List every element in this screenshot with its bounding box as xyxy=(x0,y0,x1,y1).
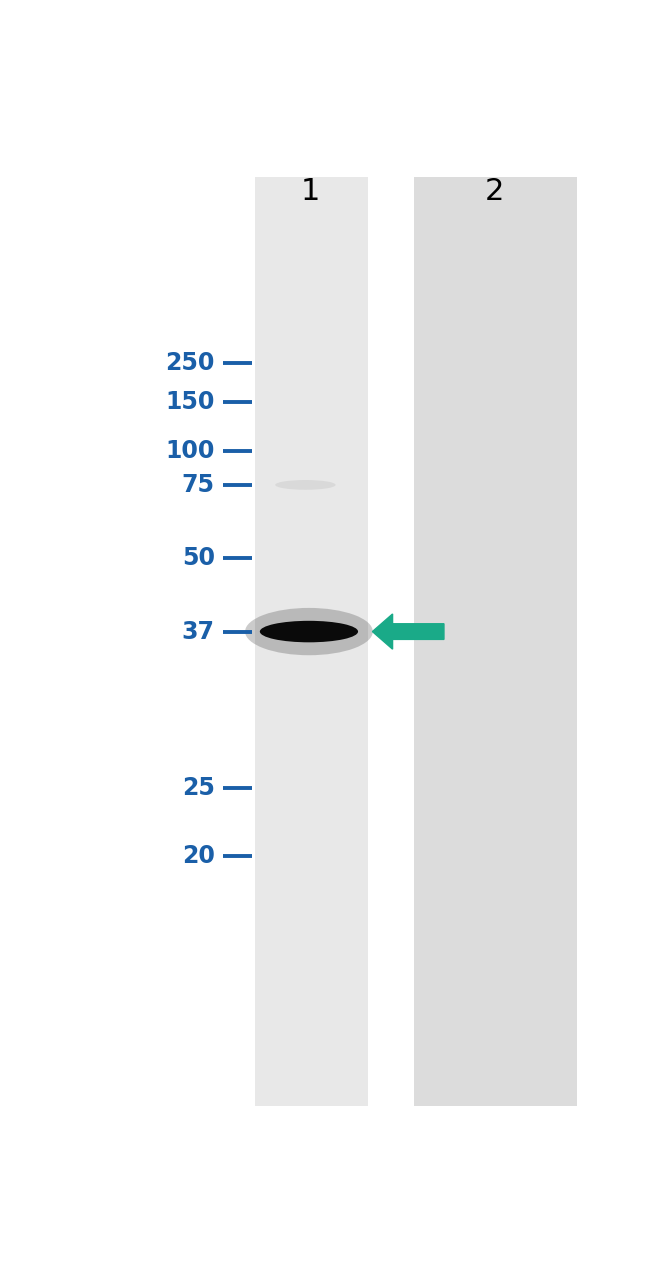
Text: 1: 1 xyxy=(301,177,320,206)
Ellipse shape xyxy=(275,480,335,490)
Text: 250: 250 xyxy=(165,351,214,375)
Text: 25: 25 xyxy=(182,776,215,800)
Ellipse shape xyxy=(260,621,358,643)
Bar xyxy=(255,177,369,1106)
FancyArrow shape xyxy=(372,613,444,649)
Ellipse shape xyxy=(245,608,373,655)
Text: 75: 75 xyxy=(182,472,215,497)
Bar xyxy=(414,177,577,1106)
Text: 2: 2 xyxy=(485,177,504,206)
Text: 150: 150 xyxy=(165,390,214,414)
Text: 50: 50 xyxy=(182,546,215,570)
Text: 100: 100 xyxy=(165,438,214,462)
Text: 37: 37 xyxy=(182,620,215,644)
Text: 20: 20 xyxy=(182,845,215,869)
